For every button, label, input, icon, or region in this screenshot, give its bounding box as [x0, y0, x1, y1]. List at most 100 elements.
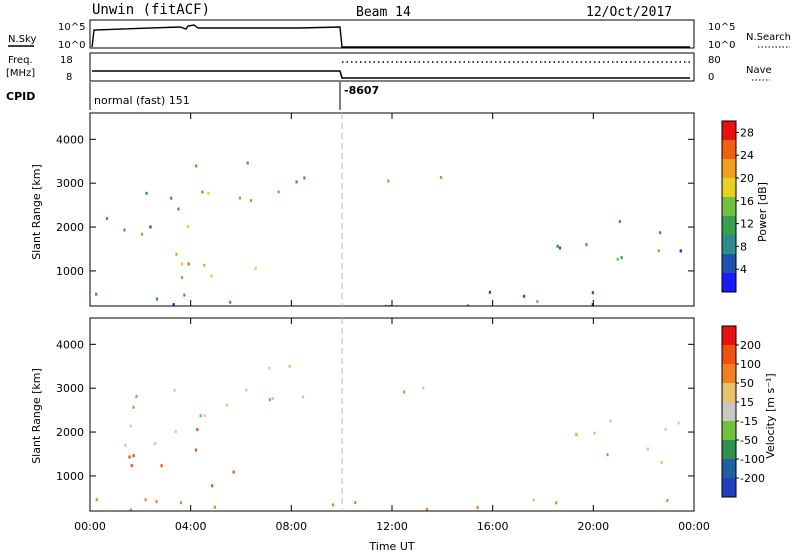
echo-cell	[384, 304, 388, 306]
y-tick-label: 2000	[56, 426, 84, 439]
colorbar-frame	[721, 325, 737, 498]
echo-cell	[145, 191, 148, 195]
colorbar-tick-label: 4	[740, 263, 747, 276]
colorbar-segment	[722, 421, 736, 441]
echo-cell	[558, 246, 562, 250]
colorbar-segment	[722, 140, 736, 160]
cpid-label: CPID	[6, 90, 35, 103]
colorbar-segment	[722, 459, 736, 479]
echo-cell	[229, 300, 232, 304]
echo-cell	[129, 508, 132, 511]
echo-cell	[591, 303, 594, 306]
echo-cell	[555, 501, 558, 505]
colorbar-tick-label: 24	[740, 149, 754, 162]
echo-cell	[155, 500, 158, 504]
echo-cell	[187, 225, 190, 229]
echo-cell	[245, 388, 248, 392]
colorbar-tick-label: 50	[740, 377, 754, 390]
colorbar-tick-label: 200	[740, 339, 761, 352]
velocity-colorbar: 200 100 50 15 -15 -50 -100 -200	[721, 325, 765, 498]
colorbar-tick-label: 8	[740, 240, 747, 253]
cpid-normal-label: normal (fast) 151	[94, 94, 190, 107]
echo-cell	[135, 395, 138, 399]
echo-cell	[207, 191, 210, 195]
nave-tick-bottom: 0	[708, 72, 714, 83]
colorbar-segment	[722, 345, 736, 365]
colorbar-tick-label: 28	[740, 126, 754, 139]
echo-cell	[659, 231, 662, 235]
echo-cell	[123, 228, 126, 232]
colorbar-segment	[722, 178, 736, 198]
echo-cell	[95, 292, 98, 296]
echo-cell	[124, 443, 127, 447]
colorbar-tick-label: -15	[740, 415, 758, 428]
date-label: 12/Oct/2017	[586, 5, 672, 20]
echo-cell	[177, 207, 180, 211]
echo-cell	[174, 430, 177, 434]
colorbar-tick-label: 12	[740, 218, 754, 231]
colorbar-segment	[722, 216, 736, 236]
velocity-colorbar-label: Velocity [m s⁻¹]	[764, 373, 777, 458]
colorbar-segment	[722, 159, 736, 179]
colorbar-tick-label: 15	[740, 396, 754, 409]
velocity-y-axis-label: Slant Range [km]	[30, 368, 43, 464]
echo-cell	[232, 470, 235, 474]
echo-cell	[196, 428, 199, 432]
x-tick-label: 20:00	[577, 520, 609, 533]
echo-cell	[180, 276, 184, 280]
echo-cell	[532, 498, 535, 502]
nave-tick-top: 80	[708, 55, 721, 66]
echo-cell	[620, 256, 623, 260]
echo-cell	[271, 396, 274, 400]
y-tick-label: 1000	[56, 470, 84, 483]
x-tick-label: 16:00	[477, 520, 509, 533]
power-colorbar-label: Power [dB]	[756, 182, 769, 242]
echo-cell	[574, 432, 577, 436]
echo-cell	[660, 460, 663, 464]
echo-cell	[387, 179, 390, 183]
nsearch-tick-bottom: 10^0	[708, 40, 735, 51]
echo-cell	[213, 505, 216, 509]
colorbar-tick-label: -100	[740, 453, 765, 466]
echo-cell	[211, 484, 214, 488]
echo-cell	[591, 291, 594, 295]
echo-cell	[679, 249, 682, 253]
echo-cell	[149, 225, 152, 229]
power-echo-scatter	[95, 161, 682, 306]
y-tick-label: 4000	[56, 133, 84, 146]
echo-cell	[666, 499, 669, 503]
colorbar-segment	[722, 478, 736, 498]
nsky-tick-bottom: 10^0	[58, 40, 85, 51]
echo-cell	[254, 266, 257, 270]
echo-cell	[295, 180, 298, 184]
colorbar-segment	[722, 402, 736, 422]
echo-cell	[199, 414, 202, 418]
y-tick-label: 4000	[56, 338, 84, 351]
freq-tick-bottom: 8	[66, 72, 72, 83]
echo-cell	[132, 454, 135, 458]
echo-cell	[140, 232, 144, 236]
colorbar-segment	[722, 440, 736, 460]
echo-cell	[154, 442, 157, 446]
echo-cell	[195, 164, 198, 168]
echo-cell	[606, 453, 609, 457]
echo-cell	[268, 398, 271, 402]
nsky-label: N.Sky	[8, 34, 36, 45]
echo-cell	[160, 464, 163, 468]
echo-cell	[618, 220, 621, 224]
echo-cell	[593, 431, 596, 435]
echo-cell	[677, 421, 680, 425]
echo-cell	[180, 262, 184, 266]
colorbar-tick-label: 100	[740, 358, 761, 371]
colorbar-segment	[722, 383, 736, 403]
y-tick-label: 1000	[56, 265, 84, 278]
echo-cell	[585, 243, 588, 247]
velocity-echo-scatter	[95, 364, 680, 511]
echo-cell	[439, 176, 443, 180]
echo-cell	[175, 252, 178, 256]
x-tick-label: 00:00	[74, 520, 106, 533]
velocity-panel: 1000 2000 3000 4000 Slant Range [km] 200 100…	[30, 317, 777, 553]
x-tick-label: 08:00	[275, 520, 307, 533]
echo-cell	[301, 395, 305, 399]
